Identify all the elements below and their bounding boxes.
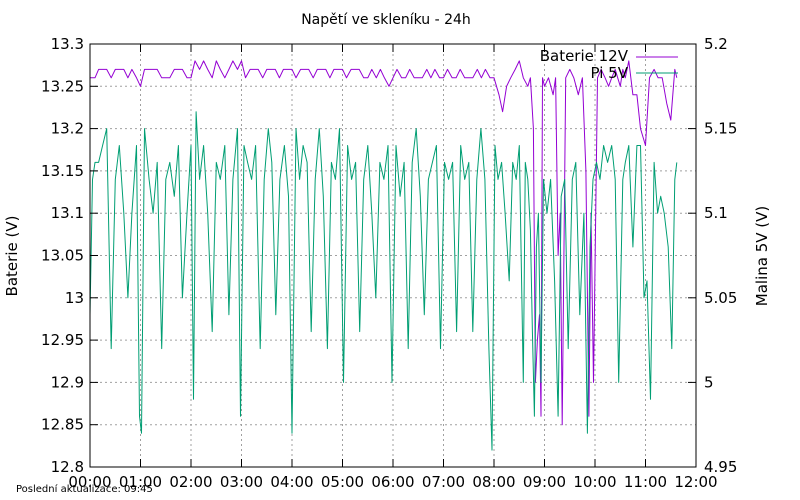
legend: Baterie 12V Pi 5V bbox=[540, 47, 678, 82]
x-axis-ticks: 00:00 01:00 02:00 03:00 04:00 05:00 06:00 07:00… bbox=[68, 44, 718, 491]
chart-title: Napětí ve skleníku - 24h bbox=[301, 12, 471, 28]
right-axis-ticks: 4.95 5 5.05 5.1 5.15 5.2 bbox=[688, 35, 737, 476]
x-tick-label: 10:00 bbox=[573, 473, 616, 491]
y-tick-label: 13 bbox=[65, 289, 84, 307]
y-tick-label: 13.2 bbox=[51, 120, 84, 138]
y-tick-label: 13.15 bbox=[41, 162, 84, 180]
x-tick-label: 06:00 bbox=[371, 473, 414, 491]
y-tick-label: 12.8 bbox=[51, 458, 84, 476]
legend-label-pi: Pi 5V bbox=[591, 64, 629, 82]
y-tick-label: 13.3 bbox=[51, 35, 84, 53]
series-layer bbox=[89, 60, 678, 451]
y2-tick-label: 4.95 bbox=[704, 458, 737, 476]
x-tick-label: 07:00 bbox=[422, 473, 465, 491]
y-tick-label: 12.9 bbox=[51, 373, 84, 391]
y-axis-label: Baterie (V) bbox=[3, 216, 21, 297]
y2-tick-label: 5.15 bbox=[704, 120, 737, 138]
x-tick-label: 08:00 bbox=[472, 473, 515, 491]
x-tick-label: 01:00 bbox=[119, 473, 162, 491]
y2-axis-label: Malina 5V (V) bbox=[753, 206, 771, 306]
y2-tick-label: 5.1 bbox=[704, 204, 728, 222]
x-tick-label: 00:00 bbox=[68, 473, 111, 491]
x-tick-label: 09:00 bbox=[523, 473, 566, 491]
y-tick-label: 13.25 bbox=[41, 77, 84, 95]
series-line-baterie bbox=[90, 60, 678, 426]
x-tick-label: 12:00 bbox=[674, 473, 717, 491]
y2-tick-label: 5.05 bbox=[704, 289, 737, 307]
last-update-footer: Poslední aktualizace: 09:45 bbox=[16, 483, 153, 495]
left-axis-ticks: 12.8 12.85 12.9 12.95 13 13.05 13.1 13.15 13.2 13… bbox=[41, 35, 98, 476]
series-line-pi bbox=[89, 111, 678, 451]
y-tick-label: 12.85 bbox=[41, 416, 84, 434]
x-tick-label: 03:00 bbox=[220, 473, 263, 491]
y2-tick-label: 5.2 bbox=[704, 35, 728, 53]
y-tick-label: 13.1 bbox=[51, 204, 84, 222]
legend-label-baterie: Baterie 12V bbox=[540, 47, 629, 65]
x-tick-label: 05:00 bbox=[321, 473, 364, 491]
x-tick-label: 11:00 bbox=[624, 473, 667, 491]
y2-tick-label: 5 bbox=[704, 373, 714, 391]
y-tick-label: 12.95 bbox=[41, 331, 84, 349]
x-tick-label: 02:00 bbox=[169, 473, 212, 491]
x-tick-label: 04:00 bbox=[270, 473, 313, 491]
y-tick-label: 13.05 bbox=[41, 247, 84, 265]
